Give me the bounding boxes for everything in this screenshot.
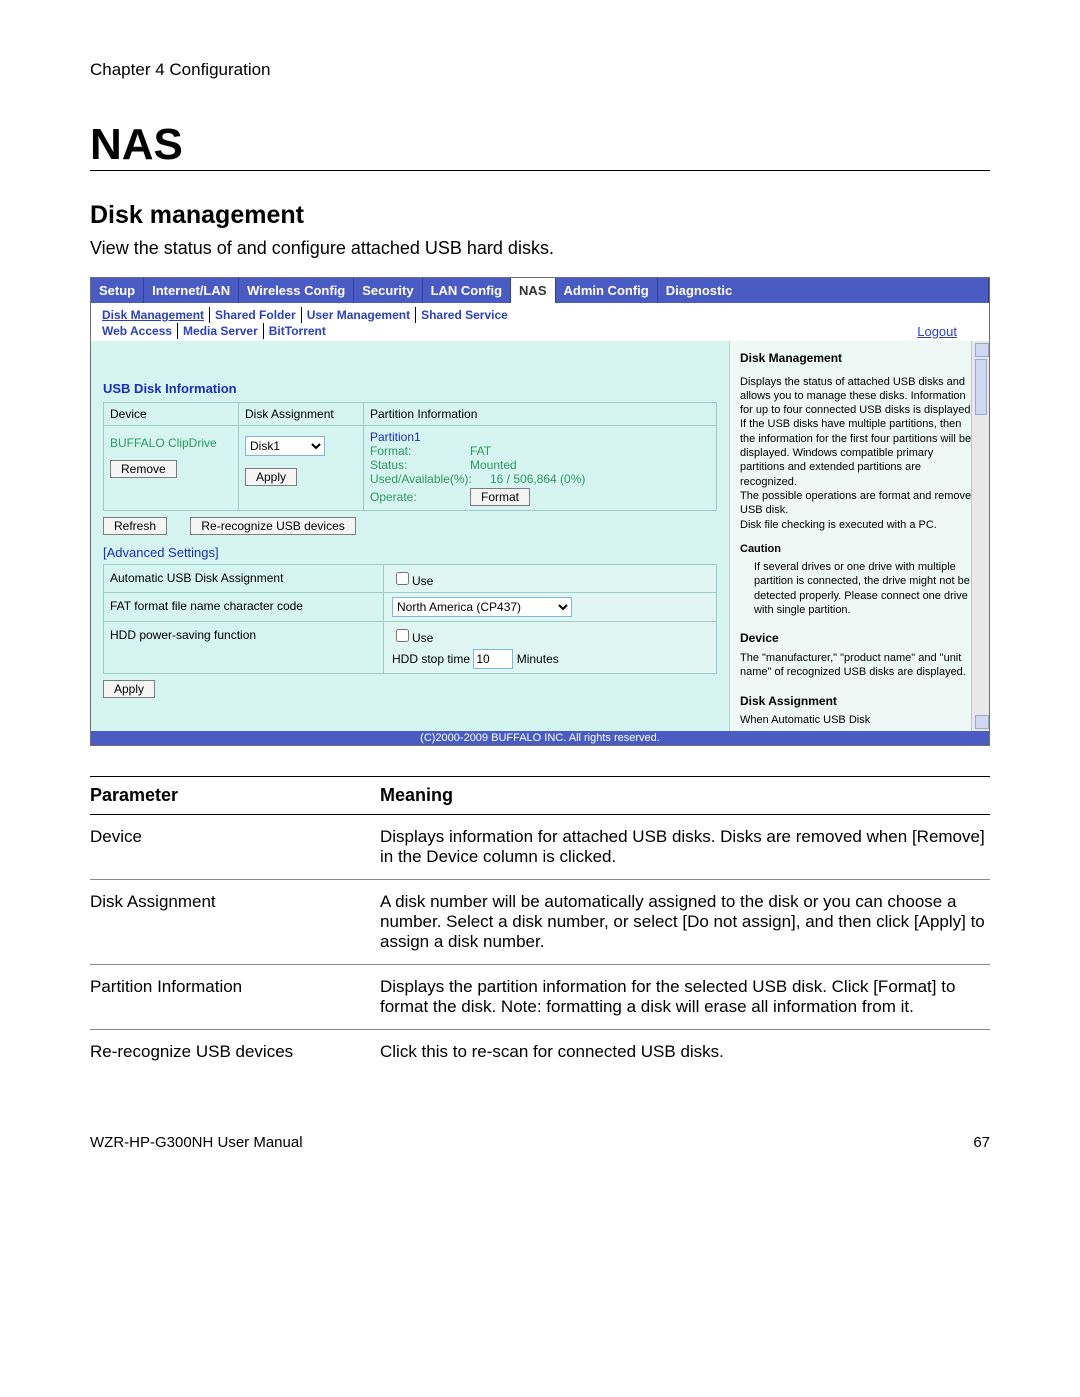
format-button[interactable]: Format — [470, 488, 530, 506]
pm-header-meaning: Meaning — [380, 777, 990, 814]
subtab-web-access[interactable]: Web Access — [97, 323, 178, 339]
usb-info-title: USB Disk Information — [103, 381, 717, 396]
refresh-button[interactable]: Refresh — [103, 517, 167, 535]
col-partition-info: Partition Information — [364, 403, 716, 425]
help-para1: Displays the status of attached USB disk… — [740, 375, 979, 532]
footer-left: WZR-HP-G300NH User Manual — [90, 1134, 303, 1151]
pm-row-param: Device — [90, 827, 380, 867]
subtab-media-server[interactable]: Media Server — [178, 323, 264, 339]
status-value: Mounted — [470, 458, 517, 472]
operate-label: Operate: — [370, 490, 470, 504]
usage-label: Used/Available(%): — [370, 472, 490, 486]
help-assign-title: Disk Assignment — [740, 694, 979, 710]
subtab-bittorrent[interactable]: BitTorrent — [264, 323, 331, 339]
main-tabs: Setup Internet/LAN Wireless Config Secur… — [91, 278, 989, 303]
hdd-power-checkbox[interactable] — [396, 629, 409, 642]
tab-admin[interactable]: Admin Config — [556, 278, 658, 303]
help-scrollbar[interactable] — [971, 341, 989, 731]
format-label: Format: — [370, 444, 470, 458]
col-disk-assignment: Disk Assignment — [239, 403, 364, 425]
auto-assign-label: Automatic USB Disk Assignment — [104, 565, 384, 592]
rerecognize-button[interactable]: Re-recognize USB devices — [190, 517, 355, 535]
hdd-stop-input[interactable] — [473, 649, 513, 669]
pm-row-meaning: Displays information for attached USB di… — [380, 827, 990, 867]
chapter-label: Chapter 4 Configuration — [90, 60, 990, 80]
help-panel: Disk Management Displays the status of a… — [729, 341, 989, 731]
subtab-shared-folder[interactable]: Shared Folder — [210, 307, 302, 323]
pm-row-param: Disk Assignment — [90, 892, 380, 952]
help-device-text: The "manufacturer," "product name" and "… — [740, 651, 979, 680]
tab-setup[interactable]: Setup — [91, 278, 144, 303]
help-title: Disk Management — [740, 351, 979, 367]
hdd-power-use: Use — [412, 631, 433, 645]
remove-button[interactable]: Remove — [110, 460, 177, 478]
advanced-title: [Advanced Settings] — [103, 545, 717, 560]
pm-row-meaning: Click this to re-scan for connected USB … — [380, 1042, 990, 1062]
pm-row-meaning: Displays the partition information for t… — [380, 977, 990, 1017]
status-label: Status: — [370, 458, 470, 472]
tab-security[interactable]: Security — [354, 278, 422, 303]
fat-code-select[interactable]: North America (CP437) — [392, 597, 572, 617]
subtab-disk-management[interactable]: Disk Management — [97, 307, 210, 323]
tab-nas[interactable]: NAS — [511, 278, 555, 303]
tab-lan-config[interactable]: LAN Config — [423, 278, 511, 303]
apply-settings-button[interactable]: Apply — [103, 680, 155, 698]
col-device: Device — [104, 403, 239, 425]
help-caution-title: Caution — [740, 542, 979, 556]
hdd-stop-label: HDD stop time — [392, 652, 470, 666]
help-caution-text: If several drives or one drive with mult… — [754, 560, 979, 617]
pm-row-meaning: A disk number will be automatically assi… — [380, 892, 990, 952]
sub-tabs: Disk Management Shared Folder User Manag… — [91, 303, 989, 341]
footer-right: 67 — [973, 1134, 990, 1151]
disk-assign-select[interactable]: Disk1 — [245, 436, 325, 456]
pm-header-param: Parameter — [90, 777, 380, 814]
page-title: NAS — [90, 120, 990, 171]
partition-name: Partition1 — [370, 430, 710, 444]
pm-row-param: Partition Information — [90, 977, 380, 1017]
parameter-table: Parameter Meaning Device Displays inform… — [90, 776, 990, 1074]
format-value: FAT — [470, 444, 491, 458]
copyright: (C)2000-2009 BUFFALO INC. All rights res… — [91, 731, 989, 745]
usage-value: 16 / 506,864 (0%) — [490, 472, 585, 486]
hdd-stop-unit: Minutes — [517, 652, 559, 666]
fat-code-label: FAT format file name character code — [104, 593, 384, 621]
subtab-user-management[interactable]: User Management — [302, 307, 416, 323]
tab-wireless[interactable]: Wireless Config — [239, 278, 354, 303]
section-lead: View the status of and configure attache… — [90, 238, 990, 259]
auto-assign-checkbox[interactable] — [396, 572, 409, 585]
hdd-power-label: HDD power-saving function — [104, 622, 384, 673]
pm-row-param: Re-recognize USB devices — [90, 1042, 380, 1062]
device-name: BUFFALO ClipDrive — [110, 436, 232, 450]
apply-assign-button[interactable]: Apply — [245, 468, 297, 486]
help-assign-text: When Automatic USB Disk — [740, 713, 979, 727]
help-device-title: Device — [740, 631, 979, 647]
admin-screenshot: Setup Internet/LAN Wireless Config Secur… — [90, 277, 990, 746]
auto-assign-use: Use — [412, 574, 433, 588]
tab-diagnostic[interactable]: Diagnostic — [658, 278, 989, 303]
section-title: Disk management — [90, 201, 990, 230]
logout-link[interactable]: Logout — [917, 324, 957, 339]
subtab-shared-service[interactable]: Shared Service — [416, 307, 513, 323]
tab-internet-lan[interactable]: Internet/LAN — [144, 278, 239, 303]
